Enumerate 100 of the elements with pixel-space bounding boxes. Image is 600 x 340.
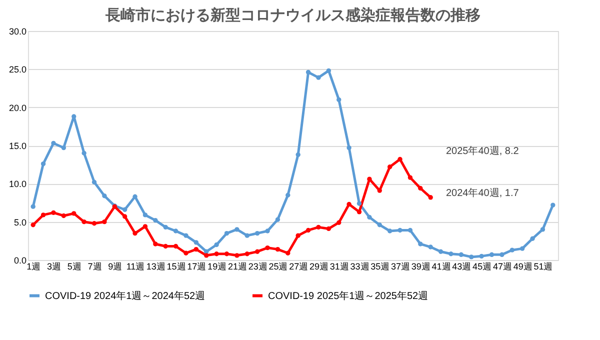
x-tick-label: 1週	[26, 262, 41, 272]
point	[184, 250, 188, 256]
point	[102, 219, 107, 224]
point	[448, 252, 454, 256]
point	[346, 202, 352, 207]
y-tick-label: 0.0	[14, 256, 26, 266]
point	[92, 180, 97, 184]
point	[408, 228, 413, 233]
point	[173, 228, 178, 234]
point	[286, 250, 290, 256]
x-tick-label: 9週	[108, 262, 122, 272]
point	[82, 219, 86, 224]
point	[428, 195, 433, 200]
point	[336, 97, 342, 102]
point	[367, 214, 372, 220]
point	[163, 244, 168, 249]
point	[92, 221, 97, 226]
point	[336, 220, 342, 225]
point	[367, 176, 372, 182]
point	[326, 226, 332, 232]
x-tick-label: 45週	[472, 262, 492, 272]
y-tick-label: 30.0	[8, 26, 26, 36]
point	[356, 201, 362, 206]
point	[346, 145, 352, 150]
x-tick-label: 23週	[248, 262, 268, 272]
point	[540, 227, 546, 232]
point	[377, 222, 382, 228]
annotation: 2025年40週, 8.2	[446, 145, 520, 157]
point	[102, 194, 107, 198]
point	[72, 211, 76, 216]
chart-title: 長崎市における新型コロナウイルス感染症報告数の推移	[104, 6, 480, 24]
point	[316, 75, 321, 80]
point	[387, 164, 392, 170]
x-tick-label: 43週	[452, 262, 472, 272]
y-tick-label: 20.0	[8, 102, 26, 113]
point	[418, 186, 423, 191]
point	[296, 233, 300, 238]
point	[214, 242, 219, 248]
point	[398, 228, 402, 233]
x-tick-label: 15週	[166, 262, 186, 272]
x-tick-label: 33週	[350, 262, 370, 272]
point	[194, 240, 199, 245]
point	[30, 204, 36, 209]
point	[234, 227, 240, 232]
point	[214, 252, 219, 256]
point	[550, 202, 556, 208]
point	[469, 254, 474, 260]
x-tick-label: 29週	[309, 262, 328, 272]
point	[224, 230, 230, 236]
x-tick-label: 5週	[67, 262, 82, 272]
point	[142, 212, 148, 218]
point	[500, 252, 504, 257]
x-tick-label: 41週	[432, 262, 451, 272]
x-tick-label: 25週	[268, 262, 288, 272]
point	[265, 228, 270, 234]
point	[184, 233, 188, 238]
annotation: 2024年40週, 1.7	[446, 187, 520, 199]
point	[132, 230, 138, 236]
x-tick-label: 49週	[513, 262, 532, 272]
point	[387, 228, 392, 234]
x-tick-label: 17週	[187, 262, 206, 272]
point	[275, 246, 280, 252]
x-tick-label: 37週	[391, 262, 410, 272]
x-tick-label: 27週	[289, 262, 308, 272]
point	[51, 210, 56, 216]
y-tick-label: 25.0	[8, 64, 26, 75]
point	[296, 152, 300, 157]
legend-label: COVID-19 2024年1週～2024年52週	[45, 290, 206, 302]
point	[194, 246, 199, 252]
x-tick-label: 35週	[370, 262, 390, 272]
point	[530, 236, 535, 241]
point	[316, 224, 321, 230]
point	[153, 218, 158, 223]
y-tick-label: 5.0	[14, 217, 26, 228]
point	[153, 242, 158, 246]
point	[398, 156, 402, 162]
point	[244, 233, 250, 238]
point	[234, 253, 240, 258]
x-tick-label: 19週	[208, 262, 227, 272]
line-series	[30, 68, 556, 260]
y-tick-label: 10.0	[8, 179, 26, 190]
x-tick-label: 11週	[126, 262, 145, 272]
point	[173, 244, 178, 249]
x-tick-label: 47週	[492, 262, 512, 272]
point	[254, 230, 260, 236]
point	[479, 254, 484, 259]
point	[30, 222, 36, 228]
x-tick-label: 3週	[46, 262, 61, 272]
point	[408, 175, 413, 180]
point	[377, 188, 382, 193]
point	[418, 242, 423, 246]
point	[520, 246, 525, 251]
point	[275, 217, 280, 222]
point	[122, 214, 128, 219]
x-tick-label: 21週	[228, 262, 247, 272]
point	[458, 252, 464, 257]
legend-label: COVID-19 2025年1週～2025年52週	[268, 290, 428, 302]
x-tick-label: 39週	[411, 262, 430, 272]
point	[51, 140, 56, 146]
point	[204, 253, 209, 258]
